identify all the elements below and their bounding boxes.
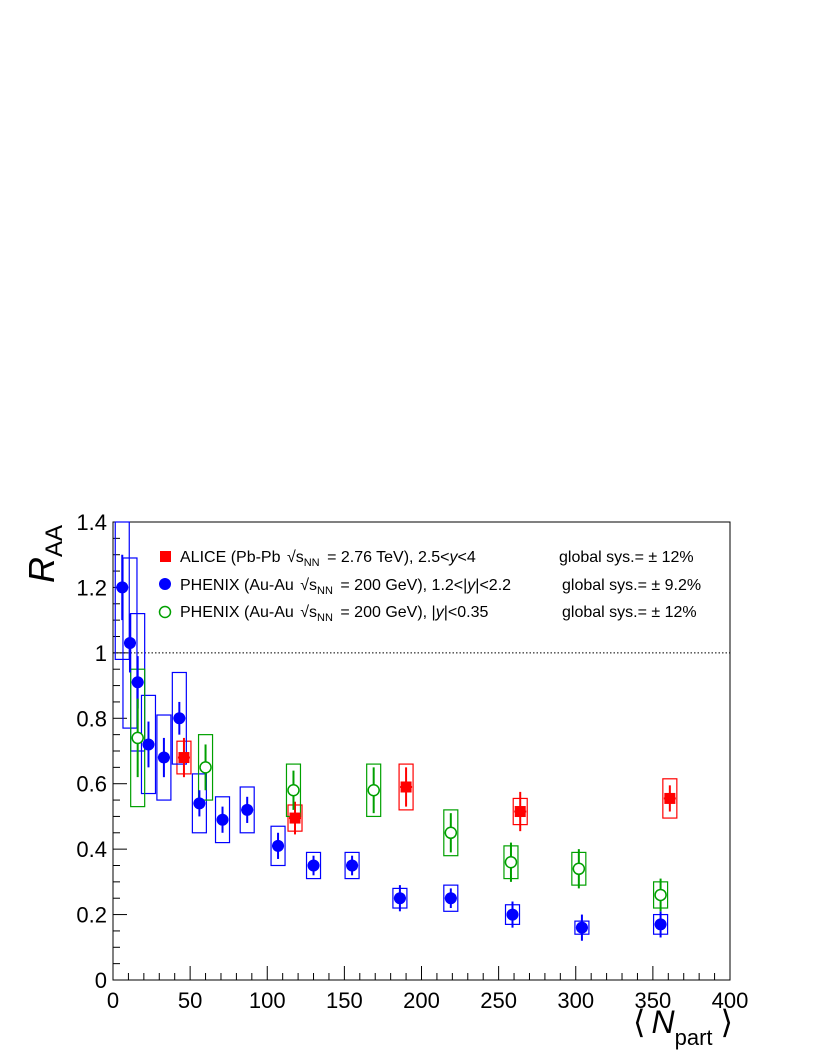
marker-series-2 — [199, 761, 212, 774]
marker-series-1 — [216, 813, 229, 826]
x-axis-label: ⟨ Npart ⟩ — [633, 1004, 733, 1050]
legend-marker-phenix-forward — [159, 578, 171, 590]
marker-series-1 — [575, 921, 588, 934]
legend-sys-alice: global sys.= ± 12% — [559, 549, 694, 566]
x-tick-label: 350 — [635, 988, 672, 1013]
legend-entry-phenix-mid: PHENIX (Au-Au √sNN = 200 GeV), |y|<0.35 … — [158, 604, 697, 625]
marker-series-2 — [367, 784, 380, 797]
y-tick-label: 0 — [95, 968, 107, 993]
x-tick-label: 150 — [326, 988, 363, 1013]
marker-series-1 — [131, 676, 144, 689]
marker-series-1 — [307, 859, 320, 872]
legend-marker-alice — [160, 551, 171, 562]
x-tick-label: 400 — [712, 988, 749, 1013]
legend-entry-alice: ALICE (Pb-Pb √sNN = 2.76 TeV), 2.5<y<4 g… — [160, 549, 694, 570]
marker-series-2 — [131, 731, 144, 745]
sys-box-series-1 — [239, 786, 255, 834]
x-tick-label: 100 — [249, 988, 286, 1013]
marker-series-0 — [664, 792, 676, 804]
y-tick-label: 0.4 — [76, 837, 107, 862]
y-tick-label: 0.6 — [76, 772, 107, 797]
legend-label-alice: ALICE (Pb-Pb √sNN = 2.76 TeV), 2.5<y<4 — [180, 549, 476, 570]
sys-box-series-1 — [443, 884, 459, 912]
x-tick-label: 300 — [557, 988, 594, 1013]
marker-series-2 — [654, 888, 667, 902]
sys-box-series-1 — [305, 851, 322, 880]
sys-box-series-1 — [140, 694, 157, 795]
legend-sys-phenix-forward: global sys.= ± 9.2% — [562, 577, 701, 594]
axis-ticks: 0 50 100 150 200 250 300 350 400 0 0.2 0.4 0.6 0.8 1 1.… — [76, 510, 748, 1013]
y-tick-label: 1 — [95, 641, 107, 666]
sys-box-series-1 — [214, 796, 231, 844]
sys-box-series-1 — [171, 671, 187, 765]
marker-series-2 — [572, 862, 586, 876]
marker-series-2 — [504, 855, 518, 869]
x-tick-label: 0 — [107, 988, 119, 1013]
marker-series-1 — [346, 859, 359, 872]
sys-box-series-1 — [156, 714, 172, 801]
marker-series-0 — [400, 781, 412, 793]
legend-sys-phenix-mid: global sys.= ± 12% — [562, 604, 697, 621]
sys-box-series-2 — [366, 763, 382, 818]
sys-box-series-1 — [191, 773, 207, 834]
sys-box-series-1 — [344, 851, 360, 880]
legend-entry-phenix-forward: PHENIX (Au-Au √sNN = 200 GeV), 1.2<|y|<2… — [159, 577, 701, 598]
systematic-boxes — [114, 521, 678, 935]
sys-box-series-0 — [662, 778, 678, 819]
marker-series-1 — [654, 918, 667, 931]
sys-box-series-1 — [270, 825, 286, 867]
marker-series-1 — [444, 892, 457, 905]
sys-box-series-1 — [122, 557, 138, 729]
marker-series-1 — [272, 839, 285, 852]
x-tick-label: 200 — [403, 988, 440, 1013]
marker-series-2 — [287, 784, 300, 797]
data-markers — [116, 581, 676, 934]
marker-series-1 — [142, 738, 155, 751]
marker-series-0 — [514, 806, 526, 818]
sys-box-series-1 — [114, 521, 130, 660]
y-tick-label: 1.4 — [76, 510, 107, 535]
marker-series-2 — [444, 826, 458, 840]
legend-marker-phenix-mid — [158, 605, 172, 619]
marker-series-1 — [157, 751, 170, 764]
sys-box-series-0 — [398, 763, 414, 811]
sys-box-series-2 — [197, 734, 214, 801]
legend: ALICE (Pb-Pb √sNN = 2.76 TeV), 2.5<y<4 g… — [158, 549, 701, 625]
marker-series-1 — [393, 892, 406, 905]
marker-series-1 — [241, 803, 254, 816]
y-axis-label: RAA — [21, 525, 68, 583]
x-tick-label: 50 — [178, 988, 202, 1013]
y-tick-label: 0.2 — [76, 903, 107, 928]
y-tick-label: 1.2 — [76, 575, 107, 600]
marker-series-1 — [193, 797, 206, 810]
marker-series-1 — [123, 637, 136, 650]
y-tick-label: 0.8 — [76, 706, 107, 731]
x-tick-label: 250 — [480, 988, 517, 1013]
marker-series-0 — [289, 812, 301, 824]
marker-series-0 — [178, 752, 190, 764]
legend-label-phenix-mid: PHENIX (Au-Au √sNN = 200 GeV), |y|<0.35 — [180, 604, 488, 625]
marker-series-1 — [173, 712, 186, 725]
marker-series-1 — [506, 908, 519, 921]
marker-series-1 — [116, 581, 129, 594]
legend-label-phenix-forward: PHENIX (Au-Au √sNN = 200 GeV), 1.2<|y|<2… — [180, 577, 511, 598]
sys-box-series-2 — [443, 809, 459, 857]
